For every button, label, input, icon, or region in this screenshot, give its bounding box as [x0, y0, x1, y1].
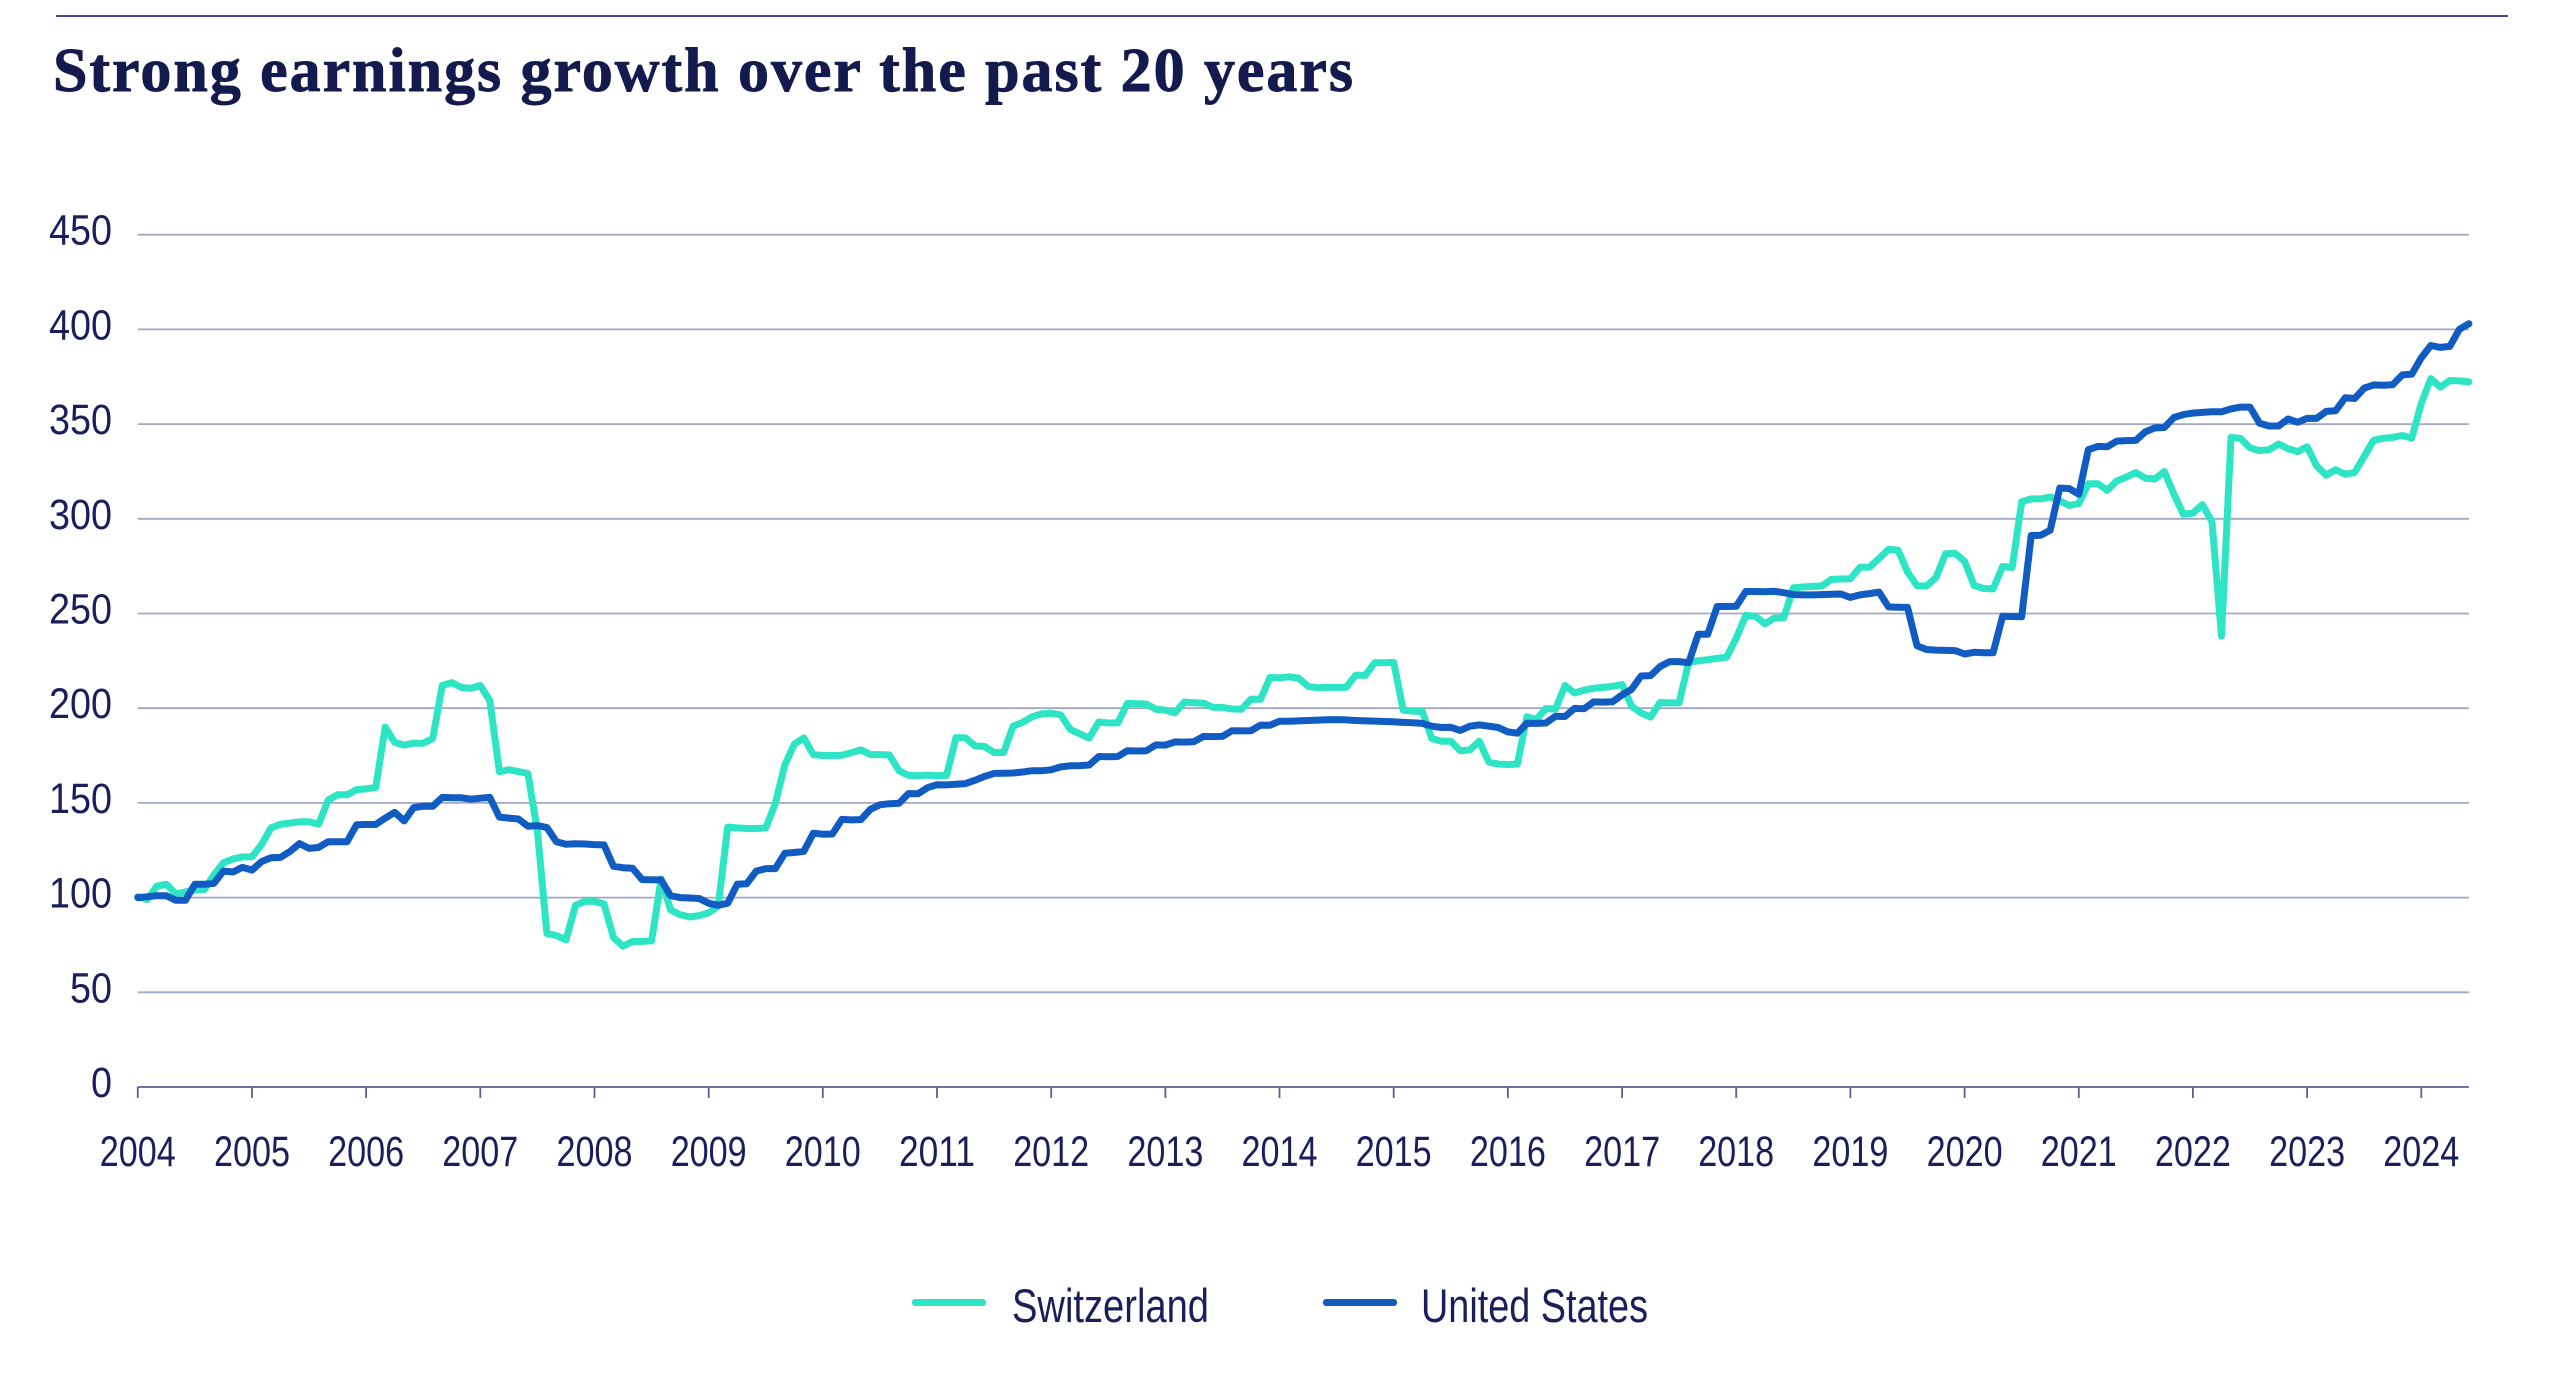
svg-text:0: 0 [91, 1059, 112, 1107]
svg-text:200: 200 [49, 680, 112, 728]
svg-text:2019: 2019 [1812, 1128, 1888, 1176]
svg-text:250: 250 [49, 586, 112, 634]
svg-text:2009: 2009 [671, 1128, 747, 1176]
svg-text:2008: 2008 [557, 1128, 633, 1176]
svg-text:2005: 2005 [214, 1128, 290, 1176]
svg-text:2015: 2015 [1356, 1128, 1432, 1176]
svg-text:400: 400 [49, 301, 112, 349]
svg-text:2011: 2011 [899, 1128, 975, 1176]
svg-text:2004: 2004 [100, 1128, 176, 1176]
svg-text:2021: 2021 [2041, 1128, 2117, 1176]
svg-text:2010: 2010 [785, 1128, 861, 1176]
svg-text:2020: 2020 [1927, 1128, 2003, 1176]
svg-text:2022: 2022 [2155, 1128, 2231, 1176]
svg-text:100: 100 [49, 870, 112, 918]
svg-text:300: 300 [49, 491, 112, 539]
svg-text:450: 450 [49, 207, 112, 255]
svg-text:150: 150 [49, 775, 112, 823]
svg-text:Switzerland: Switzerland [1012, 1279, 1209, 1332]
svg-text:2023: 2023 [2269, 1128, 2345, 1176]
svg-text:2014: 2014 [1242, 1128, 1318, 1176]
svg-text:2016: 2016 [1470, 1128, 1546, 1176]
svg-text:2018: 2018 [1698, 1128, 1774, 1176]
svg-text:2017: 2017 [1584, 1128, 1660, 1176]
svg-text:2013: 2013 [1127, 1128, 1203, 1176]
svg-text:50: 50 [70, 964, 112, 1012]
svg-text:2024: 2024 [2383, 1128, 2459, 1176]
svg-text:2006: 2006 [328, 1128, 404, 1176]
svg-text:350: 350 [49, 396, 112, 444]
svg-text:United States: United States [1421, 1279, 1648, 1332]
svg-text:2012: 2012 [1013, 1128, 1089, 1176]
svg-text:2007: 2007 [442, 1128, 518, 1176]
